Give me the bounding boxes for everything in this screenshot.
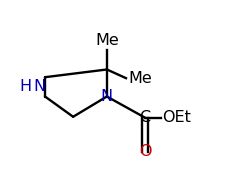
Text: C: C — [140, 110, 151, 125]
Text: Me: Me — [95, 33, 119, 48]
Text: N: N — [101, 89, 113, 104]
Text: N: N — [33, 79, 45, 94]
Text: Me: Me — [128, 71, 152, 86]
Text: O: O — [139, 144, 151, 159]
Text: H: H — [20, 79, 32, 94]
Text: OEt: OEt — [162, 110, 191, 125]
